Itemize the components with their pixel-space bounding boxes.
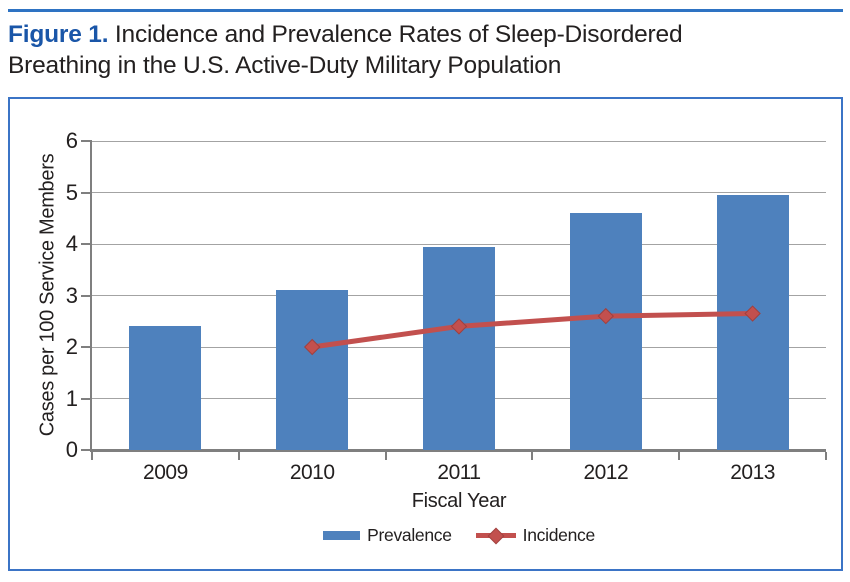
incidence-marker-1 — [450, 318, 468, 335]
prevalence-swatch-icon — [323, 531, 361, 540]
y-axis-line — [90, 141, 92, 452]
gridline-y5 — [92, 192, 826, 193]
incidence-marker-3 — [744, 305, 761, 322]
incidence-marker-0 — [303, 338, 321, 356]
x-tick-label-2011: 2011 — [437, 461, 481, 484]
chart-legend: Prevalence Incidence — [92, 525, 826, 546]
y-tick-4 — [81, 243, 92, 245]
y-tick-6 — [81, 140, 92, 142]
x-tick-5 — [825, 452, 827, 460]
y-tick-3 — [81, 294, 92, 297]
prevalence-bar-2013 — [716, 195, 789, 450]
y-tick-1 — [81, 397, 92, 400]
y-tick-label-1: 1 — [65, 385, 78, 411]
y-tick-label-5: 5 — [65, 179, 78, 205]
y-tick-label-3: 3 — [65, 282, 78, 308]
y-tick-5 — [81, 191, 92, 194]
x-tick-3 — [531, 452, 534, 460]
y-tick-label-6: 6 — [65, 128, 78, 153]
prevalence-bar-2012 — [569, 213, 642, 450]
figure-title-prefix: Figure 1. — [8, 21, 109, 48]
x-tick-0 — [91, 452, 93, 460]
x-tick-label-2009: 2009 — [143, 461, 188, 484]
y-tick-label-2: 2 — [65, 334, 78, 359]
y-tick-2 — [81, 346, 92, 348]
incidence-line-icon — [475, 528, 516, 543]
gridline-y4 — [92, 243, 826, 245]
figure-title-line1: Incidence and Prevalence Rates of Sleep-… — [108, 21, 683, 48]
x-axis-line — [90, 449, 826, 452]
prevalence-bar-2009 — [129, 326, 202, 450]
x-tick-1 — [237, 452, 240, 460]
x-tick-label-2012: 2012 — [583, 461, 629, 484]
figure-title-line2: Breathing in the U.S. Active-Duty Milita… — [8, 52, 562, 79]
y-tick-label-0: 0 — [65, 437, 78, 462]
y-tick-0 — [81, 449, 92, 451]
prevalence-bar-2010 — [276, 290, 349, 450]
gridline-y6 — [92, 140, 826, 142]
y-tick-label-4: 4 — [65, 231, 78, 256]
legend-item-prevalence: Prevalence — [323, 525, 452, 546]
legend-label-prevalence: Prevalence — [367, 525, 452, 545]
legend-label-incidence: Incidence — [522, 525, 596, 545]
legend-item-incidence: Incidence — [475, 525, 596, 546]
x-axis-title: Fiscal Year — [411, 490, 507, 512]
top-accent-rule — [8, 9, 843, 12]
incidence-line-series — [303, 305, 761, 356]
x-tick-4 — [678, 452, 681, 460]
prevalence-bar-2011 — [423, 246, 495, 450]
x-tick-label-2010: 2010 — [289, 461, 335, 484]
figure-title: Figure 1. Incidence and Prevalence Rates… — [8, 19, 838, 81]
incidence-marker-2 — [597, 307, 615, 325]
x-tick-label-2013: 2013 — [730, 461, 775, 484]
x-tick-2 — [384, 452, 387, 460]
chart-frame: Cases per 100 Service Members 0 1 2 3 4 5 6 200… — [8, 97, 843, 571]
incidence-diamond-icon — [488, 528, 503, 543]
